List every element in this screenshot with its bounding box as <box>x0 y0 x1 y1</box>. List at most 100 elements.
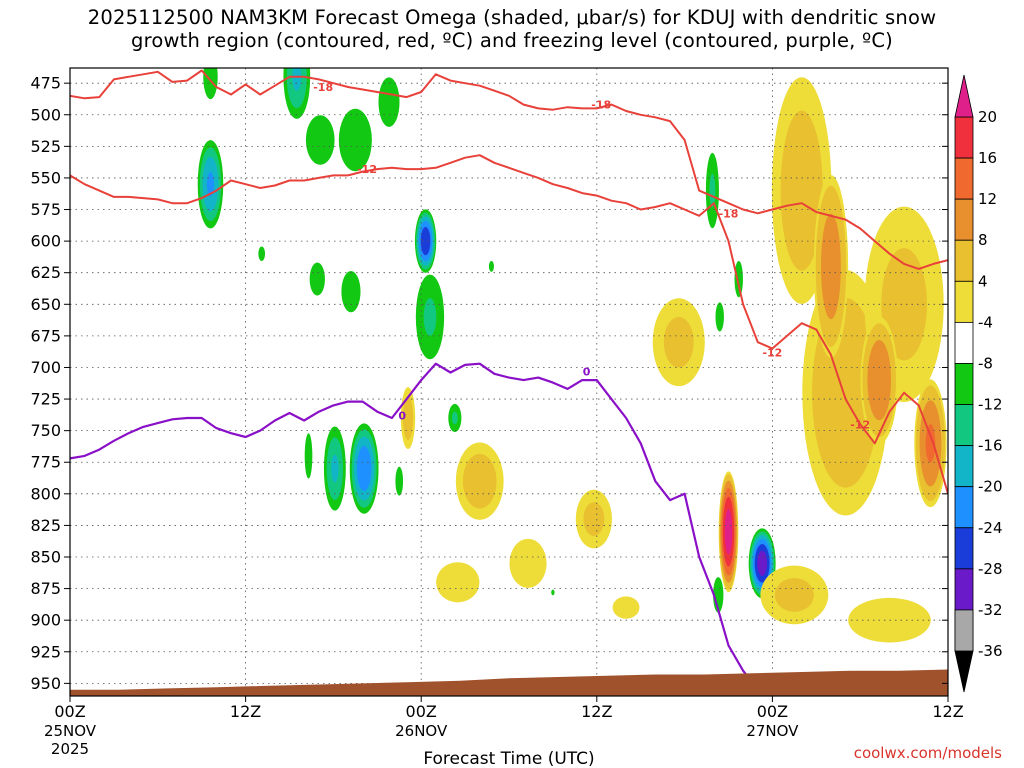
x-tick-label-4: 00Z <box>757 702 788 721</box>
dgz-label--12-1: -12 <box>762 346 782 359</box>
x-tick-label-0: 00Z <box>54 702 85 721</box>
x-tick-label-3: 12Z <box>581 702 612 721</box>
dgz-label--18-2: -18 <box>719 207 739 220</box>
colorbar-bin-4 <box>954 280 974 323</box>
dgz-contour--12 <box>70 154 948 495</box>
omega-cell-16-0 <box>488 260 494 272</box>
colorbar-label-0: 20 <box>978 108 997 126</box>
omega-cell-34-2 <box>821 213 841 320</box>
plot-frame <box>69 67 949 697</box>
omega-cell-36-3 <box>925 424 936 463</box>
omega-cell-14-1 <box>423 298 437 336</box>
dgz-label--12-2: -12 <box>850 418 870 431</box>
omega-cell-12-0 <box>395 466 404 496</box>
colorbar-label-6: -8 <box>978 354 993 372</box>
omega-shading <box>197 68 947 643</box>
colorbar-bin-gray <box>954 609 974 652</box>
y-tick-label-575: 575 <box>30 200 61 219</box>
omega-cell-11-0 <box>309 262 325 296</box>
freezing-label-1: 0 <box>583 365 591 378</box>
y-tick-label-500: 500 <box>30 105 61 124</box>
omega-cell-3-2 <box>292 68 302 91</box>
omega-cell-17-1 <box>709 173 716 208</box>
colorbar-label-3: 8 <box>978 231 988 249</box>
colorbar-label-8: -16 <box>978 437 1003 455</box>
colorbar-bin-2 <box>954 198 974 241</box>
contour-lines <box>70 69 948 696</box>
y-tick-label-775: 775 <box>30 453 61 472</box>
terrain <box>70 669 948 696</box>
freezing-level-contour <box>70 362 771 696</box>
omega-cell-35-2 <box>867 340 892 421</box>
x-tick-date-4: 27NOV <box>746 722 799 740</box>
colorbar-label-1: 16 <box>978 149 997 167</box>
y-tick-label-875: 875 <box>30 579 61 598</box>
chart-title-line2: growth region (contoured, red, ºC) and f… <box>131 29 893 52</box>
terrain-fill <box>70 669 948 696</box>
colorbar-label-2: 12 <box>978 190 997 208</box>
omega-cell-31-1 <box>780 110 823 271</box>
colorbar-label-5: -4 <box>978 313 993 331</box>
omega-cell-23-1 <box>402 396 414 440</box>
x-tick-year-0: 2025 <box>51 740 89 758</box>
dgz-label--12-0: -12 <box>357 163 377 176</box>
omega-cell-24-1 <box>462 453 497 509</box>
colorbar-label-13: -36 <box>978 642 1003 660</box>
y-tick-label-600: 600 <box>30 232 61 251</box>
freezing-label-0: 0 <box>398 409 406 422</box>
omega-cell-22-0 <box>551 589 555 596</box>
colorbar-bottom-arrow <box>954 650 974 693</box>
omega-cell-10-0 <box>341 271 361 313</box>
credit-text: coolwx.com/models <box>853 744 1002 762</box>
x-tick-label-5: 12Z <box>932 702 963 721</box>
y-axis: 475 500 525 550 575 600 625 650 675 700 725 750 775 8… <box>30 74 948 693</box>
y-tick-label-475: 475 <box>30 74 61 93</box>
colorbar-label-11: -28 <box>978 560 1003 578</box>
omega-cell-33-1 <box>881 248 927 361</box>
colorbar-bin-1 <box>954 157 974 200</box>
colorbar-label-9: -20 <box>978 478 1003 496</box>
omega-cell-2-0 <box>258 246 266 262</box>
y-tick-label-675: 675 <box>30 326 61 345</box>
x-tick-label-1: 12Z <box>230 702 261 721</box>
omega-cell-30-5 <box>724 508 733 555</box>
y-tick-label-825: 825 <box>30 516 61 535</box>
y-tick-label-625: 625 <box>30 263 61 282</box>
colorbar: 20 16 12 8 4 -4 -8 -12 -16 -20 -24 -28 -32 -36 <box>954 74 1003 693</box>
colorbar-bin-0 <box>954 116 974 159</box>
colorbar-bin-3 <box>954 239 974 282</box>
y-tick-label-650: 650 <box>30 295 61 314</box>
omega-cell-27-1 <box>583 502 605 536</box>
colorbar-label-4: 4 <box>978 272 988 290</box>
y-tick-label-525: 525 <box>30 137 61 156</box>
omega-cell-8-2 <box>331 454 339 483</box>
omega-cell-25-0 <box>436 562 480 603</box>
colorbar-bin-8 <box>954 445 974 488</box>
omega-cell-19-0 <box>734 260 743 298</box>
colorbar-label-12: -32 <box>978 601 1003 619</box>
omega-cell-38-1 <box>774 578 814 612</box>
y-tick-label-800: 800 <box>30 484 61 503</box>
y-tick-label-725: 725 <box>30 390 61 409</box>
x-tick-label-2: 00Z <box>406 702 437 721</box>
x-axis-label: Forecast Time (UTC) <box>423 749 594 768</box>
y-tick-label-900: 900 <box>30 611 61 630</box>
omega-cell-26-0 <box>509 538 547 588</box>
chart-title: 2025112500 NAM3KM Forecast Omega (shaded… <box>0 6 1024 52</box>
x-tick-date-0: 25NOV <box>44 722 97 740</box>
omega-cell-5-0 <box>338 108 372 172</box>
dgz-contour--18 <box>70 69 948 270</box>
omega-cell-29-0 <box>612 596 640 619</box>
colorbar-top-arrow <box>954 74 974 118</box>
colorbar-bin-9 <box>954 486 974 529</box>
contour-labels: -18 -18 -18 -12 -12 -12 0 0 <box>313 81 870 431</box>
y-tick-label-950: 950 <box>30 674 61 693</box>
omega-cell-13-4 <box>420 226 431 256</box>
omega-cell-7-0 <box>304 433 313 479</box>
chart-title-line1: 2025112500 NAM3KM Forecast Omega (shaded… <box>87 6 937 29</box>
omega-cell-1-0 <box>203 68 218 100</box>
colorbar-label-7: -12 <box>978 396 1003 414</box>
omega-cell-21-5 <box>757 550 768 576</box>
